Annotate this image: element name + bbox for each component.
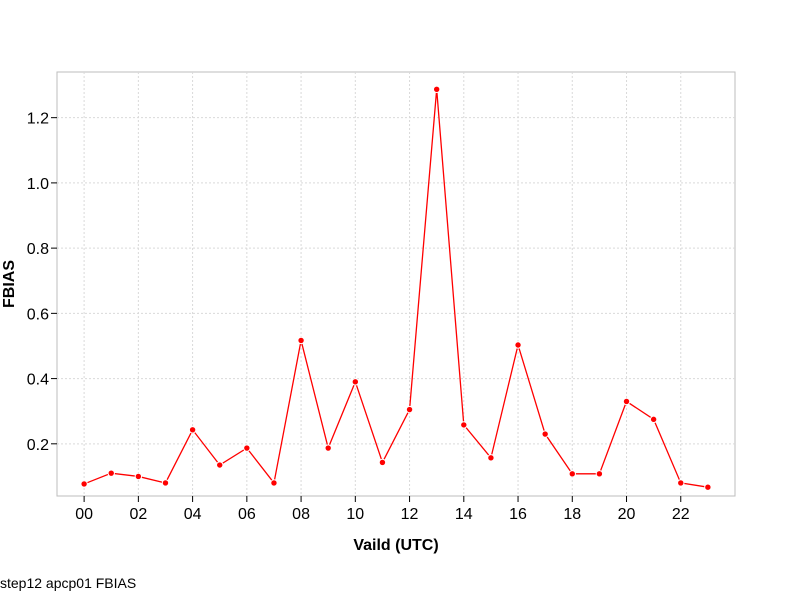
chart-caption: step12 apcp01 FBIAS [0,575,137,591]
data-point [595,470,604,478]
data-point [649,415,658,424]
data-point [432,85,441,93]
x-tick-label: 06 [238,506,256,523]
data-point [351,378,360,386]
axis-ticks: 00 02 04 06 08 10 12 14 16 18 20 22 0.2 0.4 0.6 0.8 1.0 1… [27,111,690,523]
y-tick-label: 1.2 [27,111,49,128]
data-point [80,480,88,488]
data-point [297,336,305,345]
data-point [487,454,495,462]
y-axis-title: FBIAS [1,260,18,308]
data-point [188,426,197,434]
data-point [378,458,387,467]
data-point [243,444,251,452]
data-point [541,430,549,438]
data-point [270,479,278,487]
x-tick-label: 08 [292,506,310,523]
x-tick-label: 22 [672,506,690,523]
x-tick-label: 18 [563,506,581,523]
y-tick-label: 0.2 [27,437,49,454]
data-point [677,479,685,487]
x-tick-label: 14 [455,506,473,523]
y-tick-label: 0.8 [27,241,49,258]
data-point [107,469,115,477]
series [80,85,712,491]
data-point [216,461,224,469]
x-axis-title: Vaild (UTC) [353,537,438,554]
y-tick-label: 0.4 [27,372,49,389]
x-tick-label: 00 [75,506,93,523]
series-line [83,89,708,488]
data-point [568,470,576,478]
data-point [324,444,332,452]
x-tick-label: 16 [509,506,527,523]
y-tick-label: 0.6 [27,306,49,323]
x-tick-label: 04 [184,506,202,523]
data-point [514,341,522,349]
x-tick-label: 12 [401,506,419,523]
data-point [704,483,712,491]
data-point [622,397,631,406]
plot-area [56,71,736,497]
x-tick-label: 10 [346,506,364,523]
y-tick-label: 1.0 [27,176,49,193]
data-point [161,479,170,487]
x-tick-label: 20 [618,506,636,523]
data-point [134,472,143,481]
data-point [405,405,414,414]
data-point [460,421,468,429]
x-tick-label: 02 [129,506,147,523]
